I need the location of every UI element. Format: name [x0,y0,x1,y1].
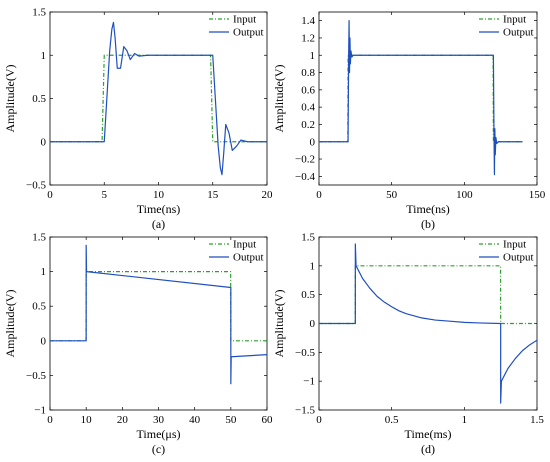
y-tick-label: 0.4 [301,102,315,114]
y-tick-label: 0.5 [32,93,46,105]
y-tick-label: 1.5 [32,7,46,19]
series-line-output [50,21,267,176]
x-tick-label: 0.5 [385,414,399,426]
x-axis-label: Time(μs) [137,427,181,441]
x-tick-label: 50 [225,414,237,426]
x-tick-label: 1.5 [530,414,544,426]
y-tick-label: 0 [310,318,316,330]
series-line-output [319,20,523,176]
legend-label: Output [233,252,264,264]
y-tick-label: 1 [310,260,316,272]
legend-label: Output [503,27,534,39]
y-tick-label: 1 [41,50,47,62]
legend-label: Output [503,252,534,264]
x-tick-label: 0 [316,414,322,426]
x-tick-label: 50 [386,189,398,201]
series-line-output [50,244,267,385]
panel-caption: (b) [421,217,435,231]
y-tick-label: −0.2 [295,154,315,166]
y-tick-label: −1 [34,405,46,417]
series-line-input [50,271,267,342]
y-tick-label: 0.8 [301,67,315,79]
x-tick-label: 5 [102,189,108,201]
y-tick-label: 1 [310,50,316,62]
chart-panel-1: 0 50 100 150 −0.4 −0.2 0 0.2 0.4 0.6 0.8 1 1.2 1.4 Tim… [272,11,546,231]
panel-caption: (a) [152,217,165,231]
x-tick-label: 10 [153,189,165,201]
y-tick-label: −0.5 [26,180,46,192]
x-tick-label: 60 [262,414,274,426]
x-tick-label: 0 [47,189,53,201]
y-tick-label: −0.4 [295,171,315,183]
y-tick-label: 0.5 [32,301,46,313]
y-tick-label: 1.5 [32,232,46,244]
y-tick-label: 0 [41,136,47,148]
y-tick-label: −0.5 [295,347,315,359]
panel-caption: (d) [421,442,435,456]
plot-frame [318,11,538,186]
x-tick-label: 20 [117,414,129,426]
y-axis-label: Amplitude(V) [3,65,17,133]
chart-panel-0: 0 5 10 15 20−0.500.511.5Time(ns)Amplitude(V)… [3,7,273,232]
series-line-output [319,243,537,404]
y-tick-label: 1.4 [301,15,315,27]
y-tick-label: 0.6 [301,84,315,96]
y-tick-label: 0 [310,136,316,148]
x-tick-label: 20 [262,189,274,201]
x-tick-label: 1 [462,414,468,426]
legend-label: Output [233,27,264,39]
y-tick-label: −1.5 [295,405,315,417]
x-tick-label: 150 [529,189,546,201]
y-axis-label: Amplitude(V) [3,290,17,358]
y-tick-label: 1.5 [301,232,315,244]
panel-caption: (c) [152,442,165,456]
series-line-input [319,265,537,325]
y-tick-label: −0.5 [26,370,46,382]
legend-label: Input [233,239,256,251]
x-tick-label: 100 [456,189,473,201]
y-tick-label: 0.2 [301,119,315,131]
x-axis-label: Time(ns) [137,202,181,216]
y-tick-label: −1 [303,376,315,388]
y-tick-label: 1 [41,266,47,278]
chart-panel-2: 0 10 20 30 40 50 60 −1 −0.5 0 0.5 1 1.5 Time(μs) Ampli… [3,232,273,457]
x-tick-label: 40 [189,414,201,426]
series-line-input [50,54,267,143]
x-axis-label: Time(ns) [406,202,450,216]
y-tick-label: 0.5 [301,289,315,301]
y-axis-label: Amplitude(V) [272,65,286,133]
y-tick-label: 0 [41,335,47,347]
x-tick-label: 0 [316,189,322,201]
x-tick-label: 30 [153,414,165,426]
x-axis-label: Time(ms) [405,427,452,441]
legend-label: Input [503,239,526,251]
x-tick-label: 15 [207,189,219,201]
y-tick-label: 1.2 [301,32,315,44]
x-tick-label: 10 [81,414,93,426]
x-tick-label: 0 [47,414,53,426]
chart-panel-3: 0 0.5 1 1.5 −1.5 −1 −0.5 0 0.5 1 1.5 Time(ms) Amplit… [272,232,544,457]
legend-label: Input [503,14,526,26]
legend-label: Input [233,14,256,26]
y-axis-label: Amplitude(V) [272,290,286,358]
